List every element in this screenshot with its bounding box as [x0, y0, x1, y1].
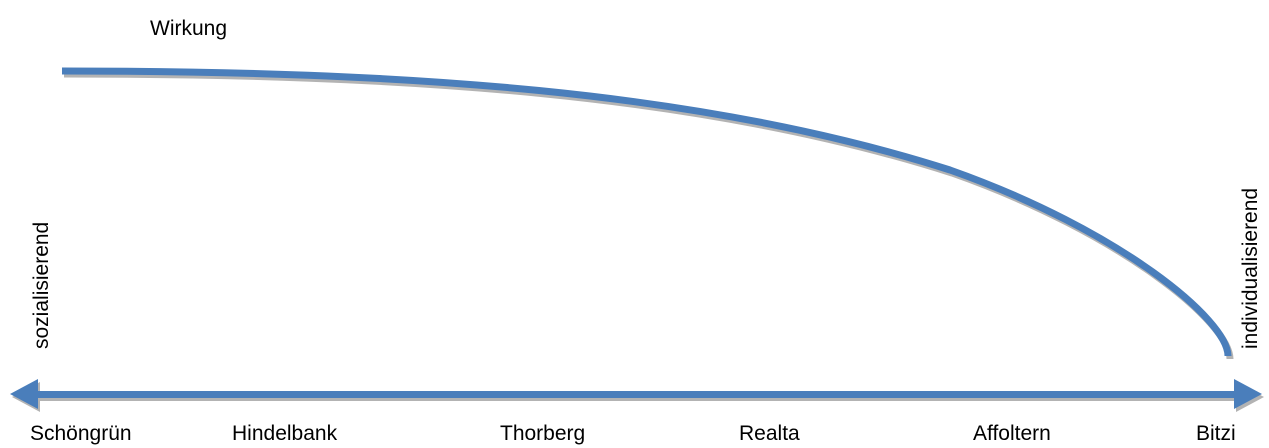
x-label-hindelbank: Hindelbank: [232, 422, 338, 445]
left-axis-label: sozialisierend: [30, 221, 53, 349]
x-label-schoengruen: Schöngrün: [30, 422, 132, 445]
double-arrow-axis: [10, 379, 1262, 409]
x-label-affoltern: Affoltern: [973, 422, 1051, 445]
x-label-bitzi: Bitzi: [1196, 422, 1236, 445]
diagram-title: Wirkung: [150, 17, 228, 40]
right-axis-label: individualisierend: [1239, 187, 1262, 349]
x-label-realta: Realta: [739, 422, 800, 445]
x-label-thorberg: Thorberg: [500, 422, 586, 445]
effect-curve: [61, 67, 1232, 357]
